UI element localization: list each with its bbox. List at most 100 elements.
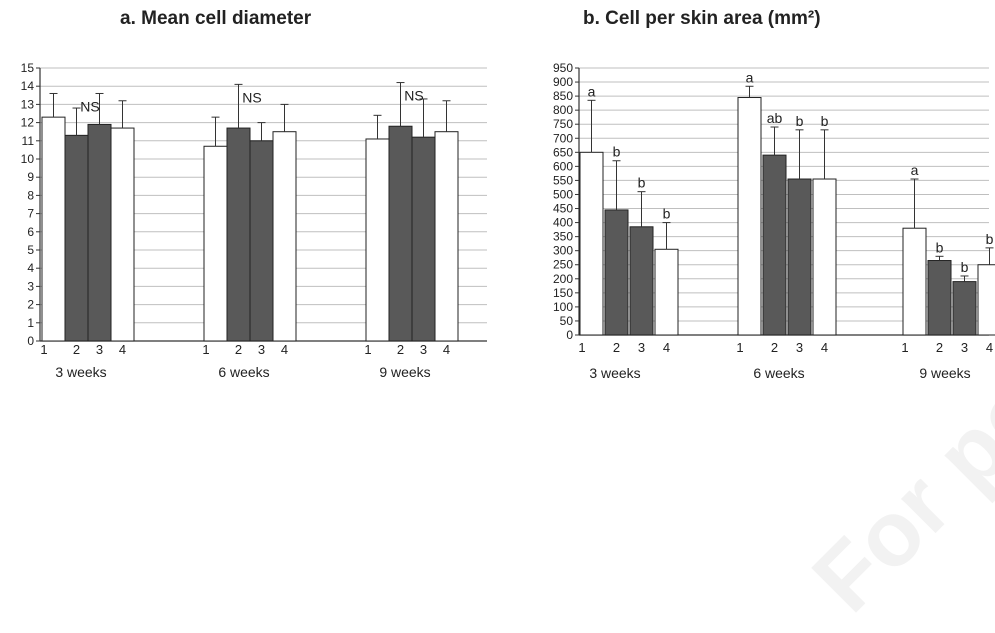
panel-b-bar-annotation: b	[663, 206, 671, 222]
panel-b-bar-label: 1	[736, 340, 743, 355]
panel-b-ytick-label: 800	[553, 103, 573, 117]
panel-a-bar	[411, 136, 436, 342]
panel-b-ytick-label: 600	[553, 159, 573, 173]
panel-a-group-annotation: NS	[404, 88, 423, 104]
panel-b-ytick-label: 550	[553, 173, 573, 187]
panel-b-bar-annotation: b	[638, 175, 646, 191]
panel-b-ytick-label: 450	[553, 202, 573, 216]
panel-a-ytick-label: 14	[21, 79, 35, 93]
panel-a-bar	[388, 125, 413, 342]
panel-a-ytick-label: 15	[21, 61, 35, 75]
panel-b-ytick-label: 900	[553, 75, 573, 89]
panel-b-ytick-label: 700	[553, 131, 573, 145]
panel-a-ytick-label: 2	[27, 298, 34, 312]
panel-b-bar	[952, 281, 977, 336]
panel-a-bar	[64, 134, 89, 342]
panel-b-bar-label: 3	[961, 340, 968, 355]
panel-b-ytick-label: 200	[553, 272, 573, 286]
panel-b-bar-label: 2	[613, 340, 620, 355]
panel-b-ytick-label: 350	[553, 230, 573, 244]
panel-b-ytick-label: 950	[553, 61, 573, 75]
panel-a-bar	[87, 123, 112, 342]
panel-b-bar-annotation: a	[588, 83, 596, 99]
panel-a-ytick-label: 13	[21, 97, 35, 111]
panel-b-ytick-label: 100	[553, 300, 573, 314]
panel-b-ytick-label: 0	[566, 328, 573, 342]
panel-a-bar-label: 1	[202, 342, 209, 357]
panel-a-group-label: 6 weeks	[218, 364, 269, 380]
panel-a-ytick-label: 0	[27, 334, 34, 348]
panel-b-bar-label: 3	[796, 340, 803, 355]
panel-a-group-label: 3 weeks	[55, 364, 106, 380]
panel-b-bar-annotation: b	[821, 113, 829, 129]
panel-b-group-label: 3 weeks	[589, 365, 640, 381]
panel-b-bar-label: 1	[578, 340, 585, 355]
panel-a-ytick-label: 5	[27, 243, 34, 257]
panel-a-ytick-label: 6	[27, 225, 34, 239]
panel-b-bar-annotation: a	[911, 162, 919, 178]
panel-b-bar	[902, 227, 927, 336]
panel-b-group-label: 9 weeks	[919, 365, 970, 381]
panel-a-bar	[110, 127, 135, 342]
panel-b-bar-label: 4	[821, 340, 828, 355]
panel-a-ytick-label: 1	[27, 316, 34, 330]
panel-b-ytick-label: 650	[553, 145, 573, 159]
panel-b-bar-label: 4	[986, 340, 993, 355]
panel-a-bar	[249, 140, 274, 342]
panel-b-bar-annotation: b	[986, 231, 994, 247]
panel-b-bar	[762, 154, 787, 336]
panel-b-bar-label: 1	[901, 340, 908, 355]
panel-a-ytick-label: 10	[21, 152, 35, 166]
panel-a-bar	[226, 127, 251, 342]
panel-a-ytick-label: 3	[27, 279, 34, 293]
panel-a-bar-label: 2	[397, 342, 404, 357]
panel-b-bar-label: 3	[638, 340, 645, 355]
panel-b-bar	[737, 97, 762, 336]
panel-b-group-label: 6 weeks	[753, 365, 804, 381]
panel-a-bar	[272, 131, 297, 342]
panel-a-ytick-label: 7	[27, 207, 34, 221]
panel-b-bar	[787, 178, 812, 336]
panel-a-ytick-label: 9	[27, 170, 34, 184]
panel-a-bar-label: 2	[73, 342, 80, 357]
panel-a-bar-label: 3	[420, 342, 427, 357]
panel-b-bar	[604, 209, 629, 336]
panel-b-ytick-label: 500	[553, 187, 573, 201]
panel-a-group-label: 9 weeks	[379, 364, 430, 380]
panel-b-ytick-label: 850	[553, 89, 573, 103]
panel-a-ytick-label: 8	[27, 188, 34, 202]
panel-b-bar	[812, 178, 837, 336]
panel-b-bar-annotation: a	[746, 69, 754, 85]
panel-a-bar-label: 1	[364, 342, 371, 357]
panel-b-ytick-label: 400	[553, 216, 573, 230]
panel-b-ytick-label: 50	[560, 314, 574, 328]
panel-a-bar-label: 1	[40, 342, 47, 357]
panel-a-bar	[434, 131, 459, 342]
panel-a-bar-label: 4	[119, 342, 126, 357]
panel-a-group-annotation: NS	[80, 98, 99, 114]
panel-b-ytick-label: 250	[553, 258, 573, 272]
panel-b-bar-label: 2	[936, 340, 943, 355]
panel-a-title: a. Mean cell diameter	[120, 8, 312, 29]
panel-b-bar-label: 2	[771, 340, 778, 355]
panel-a-bar-label: 3	[258, 342, 265, 357]
panel-b-ytick-label: 300	[553, 244, 573, 258]
panel-a-bar-label: 4	[443, 342, 450, 357]
panel-b-bar-annotation: b	[936, 239, 944, 255]
panel-b-bar	[579, 151, 604, 336]
panel-b-bar-annotation: ab	[767, 110, 783, 126]
panel-a-ytick-label: 4	[27, 261, 34, 275]
panel-b-bar	[629, 226, 654, 336]
panel-b-bar-annotation: b	[613, 144, 621, 160]
panel-b-title: b. Cell per skin area (mm²)	[583, 8, 821, 29]
panel-b-bar-annotation: b	[961, 259, 969, 275]
panel-a-bar	[365, 138, 390, 342]
panel-b-ytick-label: 750	[553, 117, 573, 131]
panel-b-bar	[977, 264, 995, 336]
panel-a-group-annotation: NS	[242, 89, 261, 105]
panel-a-ytick-label: 11	[22, 134, 35, 148]
panel-b-bar	[654, 248, 679, 336]
panel-a-bar-label: 2	[235, 342, 242, 357]
panel-a-ytick-label: 12	[21, 116, 35, 130]
